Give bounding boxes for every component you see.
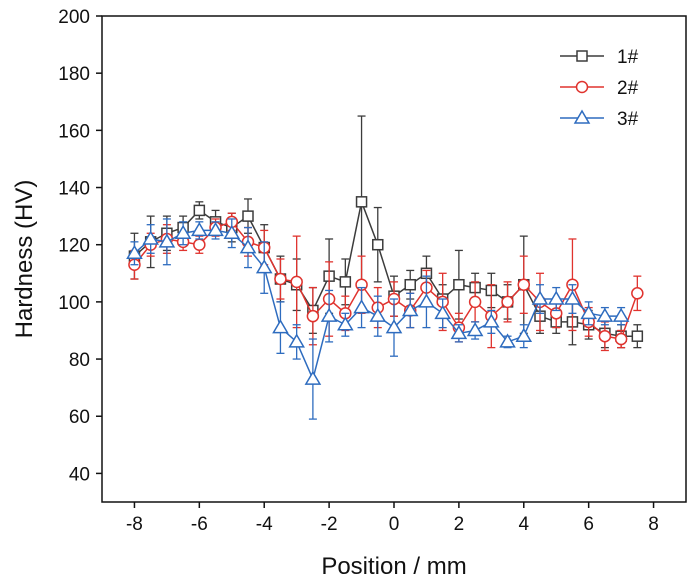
triangle-marker (337, 316, 354, 331)
triangle-marker (288, 333, 305, 348)
legend-label: 2# (617, 78, 639, 99)
y-tick-label: 80 (69, 350, 90, 371)
circle-marker (468, 295, 482, 309)
legend-label: 1# (617, 47, 639, 68)
square-marker (242, 210, 254, 222)
triangle-marker (450, 324, 468, 340)
square-marker (576, 50, 588, 62)
x-tick-label: 0 (389, 514, 400, 535)
square-marker (339, 276, 352, 288)
square-marker (631, 330, 644, 342)
circle-marker (614, 332, 628, 346)
legend-item: 2# (560, 78, 639, 99)
triangle-marker (369, 307, 387, 322)
triangle-marker (239, 239, 257, 254)
y-tick-label: 140 (58, 179, 90, 200)
x-tick-label: 8 (648, 514, 659, 535)
circle-marker (631, 287, 644, 300)
triangle-marker (418, 293, 435, 308)
circle-marker (193, 238, 206, 251)
triangle-marker (255, 259, 273, 274)
triangle-marker (531, 290, 549, 305)
triangle-marker (304, 370, 322, 385)
legend: 1# 2# 3# (560, 47, 639, 130)
triangle-marker (126, 244, 143, 260)
x-tick-label: -2 (321, 514, 338, 535)
triangle-marker (499, 333, 516, 348)
x-tick-label: -8 (126, 514, 143, 535)
y-tick-label: 40 (69, 464, 90, 485)
square-marker (193, 204, 206, 217)
triangle-marker (401, 301, 419, 317)
triangle-marker (483, 313, 500, 328)
triangle-marker (191, 221, 208, 237)
legend-item: 1# (560, 47, 639, 68)
triangle-marker (142, 230, 159, 245)
y-tick-label: 60 (69, 407, 90, 428)
x-tick-label: 6 (583, 514, 594, 535)
triangle-marker (223, 224, 241, 240)
triangle-marker (596, 307, 614, 322)
circle-marker (274, 272, 287, 286)
circle-marker (575, 80, 589, 94)
axis-ticks: -8 -6 -4 -2 0 2 4 6 8 40 60 80 100 120 140 160 180 200 (58, 7, 659, 535)
x-tick-label: -6 (191, 514, 208, 535)
circle-marker (598, 329, 612, 343)
triangle-marker (174, 224, 192, 240)
square-marker (372, 238, 384, 251)
circle-marker (290, 275, 303, 289)
y-tick-label: 160 (58, 121, 90, 142)
y-tick-label: 120 (58, 236, 90, 257)
x-axis-title: Position / mm (321, 553, 466, 580)
y-axis-title: Hardness (HV) (11, 180, 38, 339)
x-tick-label: 2 (454, 514, 465, 535)
triangle-marker (353, 299, 370, 314)
triangle-marker (434, 304, 451, 320)
y-tick-label: 200 (58, 7, 90, 28)
triangle-marker (547, 290, 565, 305)
circle-marker (306, 309, 320, 323)
circle-marker (501, 295, 514, 309)
triangle-marker (564, 290, 581, 305)
plot-area (101, 15, 687, 503)
triangle-marker (573, 109, 591, 124)
triangle-marker (466, 321, 484, 337)
circle-marker (517, 278, 531, 291)
square-marker (404, 278, 416, 291)
series-3 (126, 218, 630, 420)
square-marker (453, 278, 465, 291)
y-tick-label: 180 (58, 64, 90, 85)
triangle-marker (272, 319, 289, 334)
legend-label: 3# (617, 109, 639, 130)
x-tick-label: -4 (256, 514, 273, 535)
triangle-marker (320, 307, 338, 322)
triangle-marker (158, 233, 176, 248)
triangle-marker (612, 307, 630, 322)
y-tick-label: 100 (58, 293, 90, 314)
triangle-marker (580, 304, 597, 320)
triangle-marker (515, 327, 533, 342)
series-1 (128, 115, 644, 349)
legend-item: 3# (560, 109, 639, 130)
square-marker (355, 196, 368, 208)
triangle-marker (385, 319, 403, 334)
x-tick-label: 4 (518, 514, 529, 535)
series-layer (126, 115, 644, 420)
triangle-marker (207, 221, 224, 237)
